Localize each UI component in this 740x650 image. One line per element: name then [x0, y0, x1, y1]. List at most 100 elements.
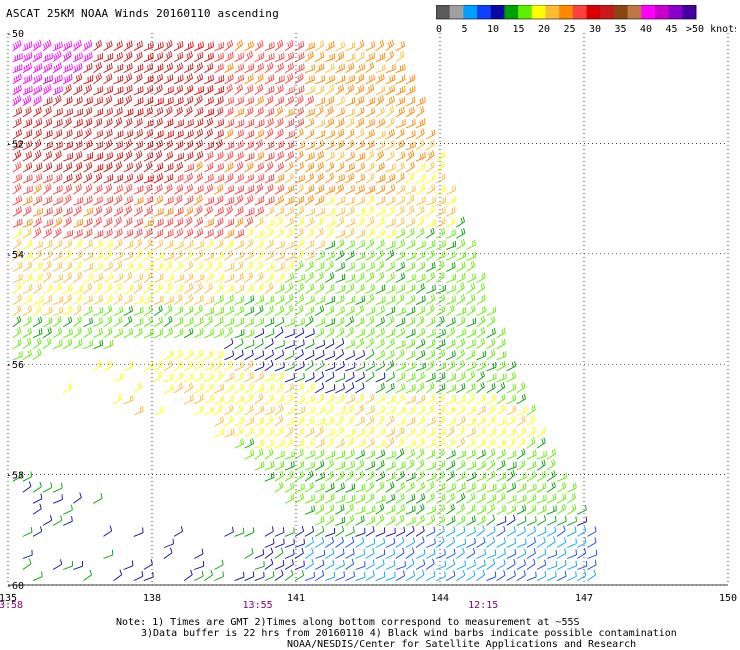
wind-barb — [224, 96, 235, 107]
wind-barb — [83, 139, 93, 151]
wind-barb — [304, 571, 315, 582]
wind-barb — [103, 327, 113, 339]
wind-barb — [294, 470, 304, 482]
wind-barb — [83, 262, 94, 272]
wind-barb — [12, 94, 22, 107]
wind-barb — [12, 161, 22, 173]
wind-barb — [445, 548, 456, 559]
wind-barb — [355, 295, 366, 306]
wind-barb — [506, 470, 516, 482]
wind-barb — [466, 339, 476, 350]
wind-barb — [254, 448, 264, 460]
wind-barb — [456, 570, 466, 581]
wind-barb — [466, 537, 476, 548]
wind-barb — [365, 227, 375, 239]
wind-barb — [365, 139, 375, 151]
wind-barb — [566, 492, 577, 504]
wind-barb — [204, 117, 214, 129]
wind-barb — [42, 327, 52, 339]
wind-barb — [52, 295, 63, 306]
wind-barb — [385, 105, 395, 118]
wind-barb — [244, 227, 254, 239]
wind-barb — [274, 439, 285, 449]
wind-barb — [445, 360, 456, 372]
wind-barb — [73, 62, 83, 74]
wind-barb — [103, 196, 114, 206]
wind-barb — [254, 173, 265, 184]
wind-barb — [103, 249, 112, 261]
wind-barb — [264, 183, 274, 195]
wind-barb — [405, 481, 415, 493]
wind-barb — [304, 383, 315, 394]
wind-barb — [83, 183, 93, 195]
wind-barb — [355, 84, 365, 96]
wind-barb — [52, 41, 63, 52]
wind-barb — [325, 207, 336, 217]
wind-barb — [304, 494, 315, 504]
wind-barb — [506, 394, 517, 405]
wind-barb — [113, 569, 123, 581]
wind-barb — [32, 183, 42, 195]
wind-barb — [395, 461, 406, 471]
wind-barb — [173, 129, 184, 140]
wind-barb — [93, 108, 104, 118]
wind-barb — [294, 372, 305, 383]
wind-barb — [365, 526, 375, 537]
wind-barb — [415, 470, 425, 482]
wind-barb — [526, 404, 536, 416]
wind-barb — [566, 526, 577, 537]
wind-barb — [133, 282, 143, 294]
wind-barb — [567, 571, 577, 582]
wind-barb — [73, 338, 83, 350]
wind-barb — [395, 293, 405, 305]
wind-barb — [446, 416, 456, 427]
wind-barb — [587, 537, 597, 548]
axis-labels: 135138141144147150-50-52-54-56-58-6013:5… — [0, 29, 737, 611]
wind-barb — [214, 395, 225, 405]
wind-barb — [325, 394, 335, 405]
wind-barb — [325, 117, 335, 129]
wind-barb — [456, 459, 466, 471]
wind-barb — [395, 327, 406, 339]
wind-barb — [405, 118, 416, 129]
wind-barb — [183, 84, 194, 96]
wind-barb — [42, 83, 52, 96]
wind-barb — [42, 294, 53, 306]
wind-barb — [355, 140, 365, 151]
wind-barb — [506, 537, 517, 548]
wind-barb — [32, 139, 42, 151]
wind-barb — [83, 161, 93, 173]
wind-barb — [183, 382, 194, 394]
wind-barb — [274, 362, 285, 372]
wind-barb — [466, 547, 476, 559]
wind-barb — [436, 206, 446, 217]
wind-barb — [224, 306, 234, 317]
wind-barb — [415, 139, 425, 151]
wind-barb — [42, 195, 53, 206]
wind-barb — [274, 404, 284, 416]
wind-barb — [294, 85, 305, 96]
wind-barb — [123, 117, 133, 129]
wind-barb — [325, 536, 335, 548]
wind-barb — [103, 339, 114, 350]
wind-barb — [345, 283, 355, 294]
wind-barb — [385, 196, 396, 206]
wind-barb — [163, 360, 173, 372]
wind-barb — [113, 107, 123, 118]
wind-barb — [133, 238, 143, 250]
wind-barb — [163, 229, 174, 239]
wind-barb — [476, 294, 486, 305]
colorbar-label: 45 — [666, 24, 678, 35]
wind-barb — [456, 415, 466, 427]
wind-barb — [204, 218, 215, 228]
wind-barb — [395, 50, 405, 63]
wind-barb — [143, 271, 153, 283]
wind-barb — [153, 162, 164, 173]
wind-barb — [244, 527, 255, 537]
wind-barb — [123, 129, 134, 140]
wind-barb — [103, 162, 113, 173]
wind-barb — [355, 382, 365, 394]
wind-barb — [325, 140, 335, 151]
wind-barb — [456, 216, 466, 228]
wind-barb — [294, 361, 305, 372]
